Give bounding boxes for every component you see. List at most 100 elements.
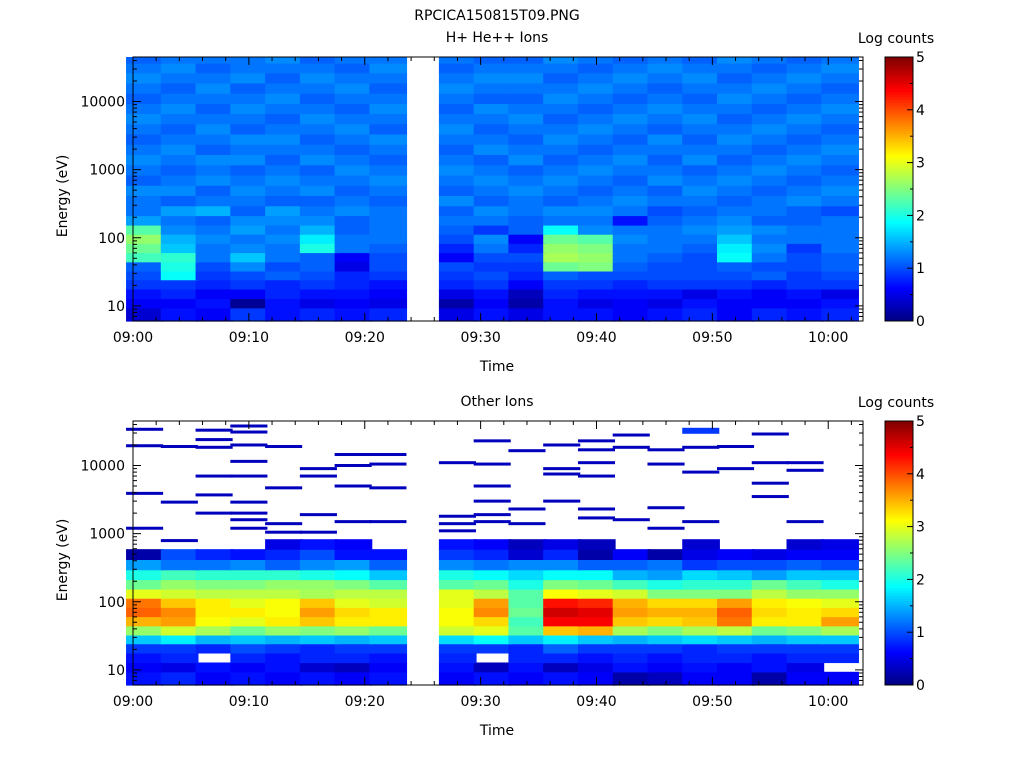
heatmap-cell	[751, 144, 790, 155]
heatmap-cell	[751, 185, 790, 197]
colorbar-step	[885, 597, 913, 602]
heatmap-cell	[473, 607, 512, 618]
sparse-count-mark	[473, 520, 511, 524]
heatmap-cell	[543, 539, 581, 550]
heatmap-cell	[751, 93, 790, 104]
heatmap-cell	[647, 174, 686, 186]
colorbar-step	[885, 526, 913, 530]
colorbar-step	[885, 661, 913, 665]
heatmap-cell	[543, 549, 581, 561]
heatmap-cell	[438, 205, 477, 217]
colorbar-step	[885, 225, 913, 230]
heatmap-cell	[160, 549, 199, 561]
heatmap-cell	[508, 195, 547, 207]
heatmap-cell	[786, 123, 825, 135]
heatmap-cell	[438, 72, 477, 84]
heatmap-cell	[751, 634, 790, 645]
colorbar-step	[885, 186, 913, 190]
plot-frame	[132, 420, 864, 686]
heatmap-cell	[369, 288, 408, 300]
heatmap-cell	[265, 671, 303, 686]
heatmap-cell	[160, 93, 199, 104]
colorbar-step	[885, 603, 913, 607]
heatmap-cell	[717, 63, 755, 74]
heatmap-cell	[473, 671, 512, 686]
heatmap-cell	[126, 252, 164, 263]
heatmap-cell	[821, 579, 859, 590]
heatmap-cell	[265, 559, 303, 571]
heatmap-cell	[717, 652, 755, 664]
heatmap-cell	[299, 133, 338, 145]
heatmap-cell	[717, 270, 755, 281]
heatmap-cell	[299, 103, 338, 114]
heatmap-cell	[195, 57, 234, 64]
heatmap-cell	[369, 93, 408, 104]
heatmap-cell	[160, 243, 199, 254]
colorbar-step	[885, 270, 913, 274]
heatmap-cell	[786, 154, 825, 166]
heatmap-cell	[786, 144, 825, 155]
heatmap-cell	[717, 164, 755, 176]
heatmap-cell	[299, 93, 338, 104]
colorbar-step	[885, 545, 913, 549]
heatmap-cell	[821, 57, 859, 64]
heatmap-cell	[195, 598, 234, 608]
heatmap-cell	[751, 569, 790, 581]
heatmap-cell	[821, 539, 859, 550]
heatmap-cell	[438, 133, 477, 145]
heatmap-cell	[647, 625, 686, 636]
heatmap-cell	[751, 72, 790, 84]
heatmap-cell	[126, 643, 164, 654]
heatmap-cell	[612, 234, 651, 244]
heatmap-cell	[473, 643, 512, 654]
heatmap-cell	[508, 82, 547, 94]
sparse-count-mark	[577, 474, 616, 478]
heatmap-cell	[473, 174, 512, 186]
heatmap-cell	[195, 307, 234, 322]
heatmap-cell	[438, 549, 477, 561]
colorbar-step	[885, 223, 913, 227]
sparse-count-mark	[682, 427, 720, 434]
heatmap-cell	[265, 123, 303, 135]
colorbar-step	[885, 521, 913, 525]
heatmap-cell	[751, 662, 790, 673]
heatmap-cell	[508, 234, 547, 244]
sparse-count-mark	[265, 530, 303, 534]
heatmap-cell	[821, 63, 859, 74]
colorbar-step	[885, 162, 913, 166]
heatmap-cell	[126, 579, 164, 590]
heatmap-cell	[126, 205, 164, 217]
heatmap-cell	[577, 539, 616, 550]
heatmap-cell	[126, 270, 164, 281]
heatmap-cell	[577, 205, 616, 217]
colorbar-step	[885, 144, 913, 148]
heatmap-cell	[126, 72, 164, 84]
heatmap-cell	[438, 307, 477, 322]
y-tick-labels: 10 100 1000 10000	[80, 423, 863, 686]
heatmap-cell	[647, 243, 686, 254]
heatmap-cell	[821, 215, 859, 226]
heatmap-cell	[543, 63, 581, 74]
heatmap-cell	[682, 185, 720, 197]
heatmap-cell	[751, 607, 790, 618]
heatmap-cell	[821, 72, 859, 84]
heatmap-cell	[126, 144, 164, 155]
colorbar-step	[885, 218, 913, 222]
y-axis-label: Energy (eV)	[55, 519, 71, 602]
colorbar-step	[885, 173, 913, 177]
colorbar-step	[885, 553, 913, 557]
heatmap-cell	[334, 185, 373, 197]
colorbar-step	[885, 249, 913, 253]
heatmap-cell	[265, 103, 303, 114]
colorbar-step	[885, 566, 913, 570]
heatmap-cell	[543, 154, 581, 166]
heatmap-cell	[717, 205, 755, 217]
colorbar-step	[885, 497, 913, 501]
heatmap-cell	[786, 174, 825, 186]
heatmap-cell	[230, 72, 269, 84]
heatmap-cell	[438, 252, 477, 263]
colorbar-step	[885, 178, 913, 182]
heatmap-cell	[821, 103, 859, 114]
